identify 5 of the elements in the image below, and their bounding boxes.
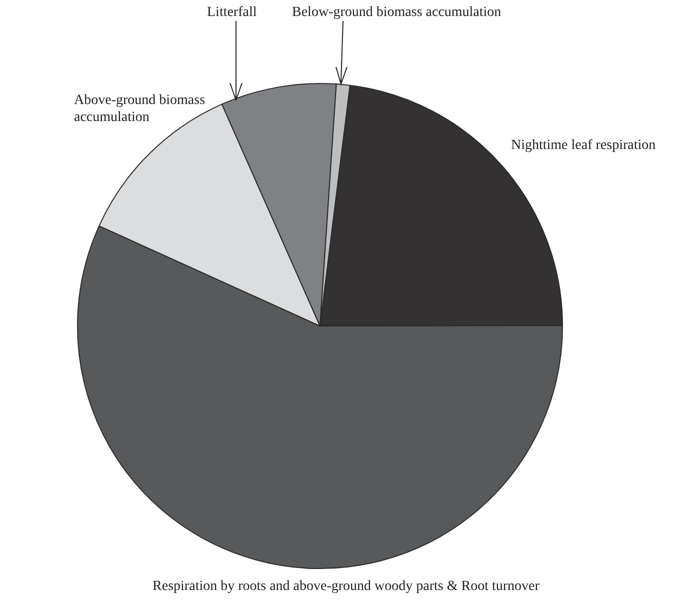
slice-label: Nighttime leaf respiration [511,137,656,154]
slice-label: Respiration by roots and above-ground woody parts & Root turnover [152,578,540,595]
slice-label: Below-ground biomass accumulation [292,4,502,21]
slice-label: Litterfall [207,4,257,21]
slice-label: Above-ground biomass accumulation [74,92,206,126]
